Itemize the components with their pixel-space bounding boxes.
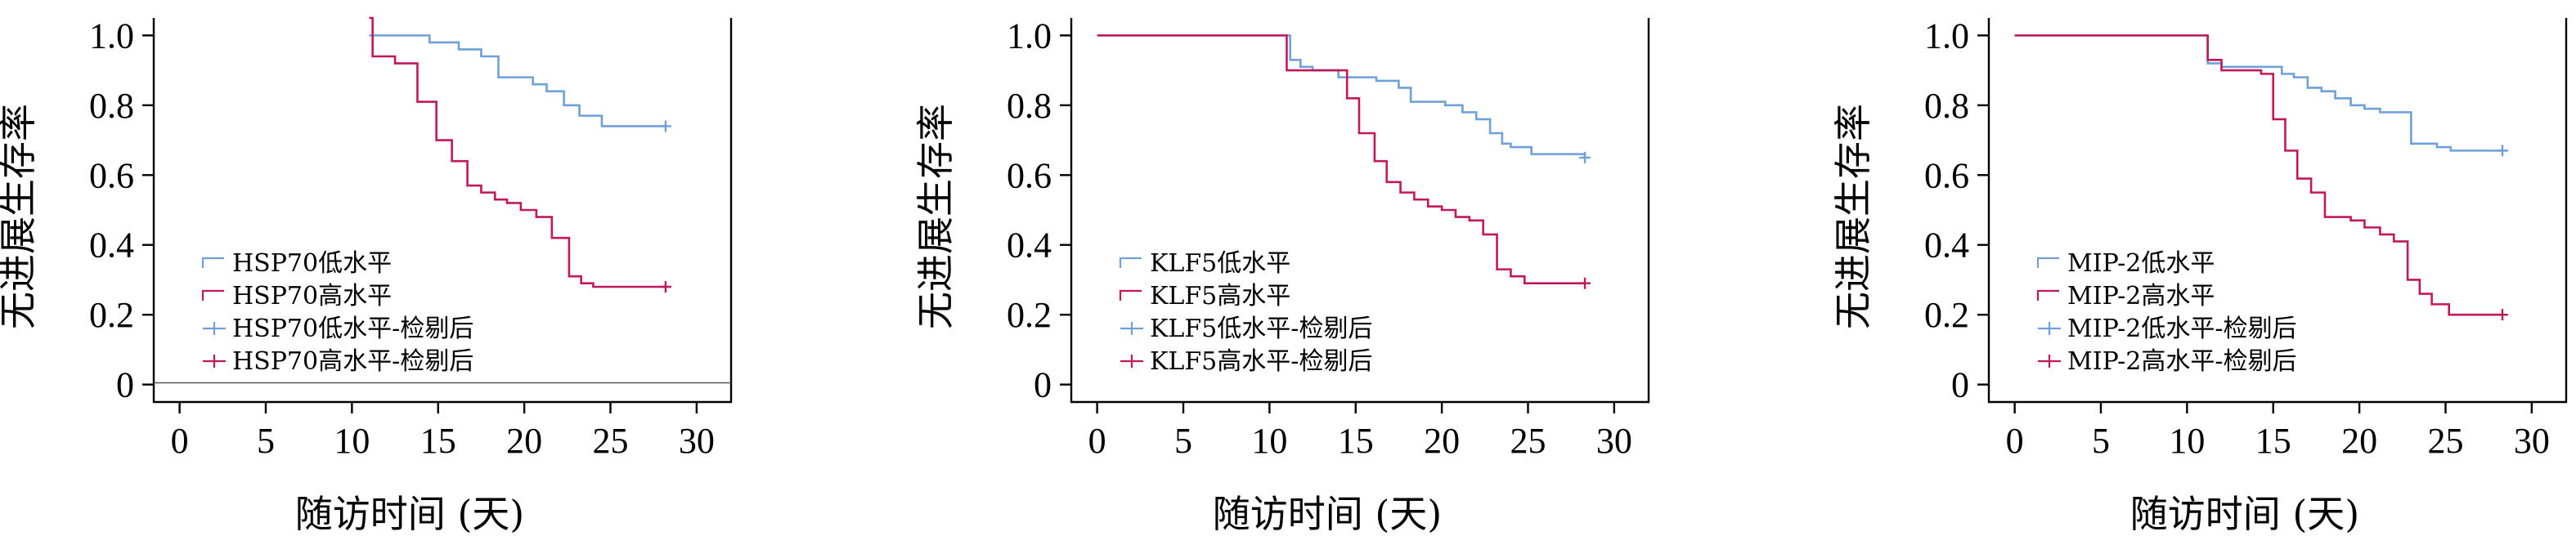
y-tick-label: 1.0 — [1007, 16, 1052, 56]
km-curve-high — [1097, 34, 1586, 285]
censor-mark-low — [2497, 145, 2509, 157]
legend-label: HSP70高水平-检剔后 — [232, 347, 473, 376]
y-tick-label: 0.6 — [1007, 155, 1052, 195]
censor-mark-low — [659, 120, 671, 132]
legend-swatch-high — [1119, 289, 1142, 301]
y-tick-label: 0.8 — [1007, 86, 1052, 126]
axes-frame — [1070, 18, 1650, 404]
x-tick-label: 25 — [2427, 421, 2463, 461]
y-tick-label: 0.2 — [1007, 295, 1052, 335]
legend-label: HSP70低水平 — [232, 249, 392, 278]
x-tick-label: 15 — [1338, 421, 1374, 461]
legend-label: KLF5低水平-检剔后 — [1150, 315, 1372, 343]
y-tick-label: 0.2 — [89, 295, 134, 335]
x-tick-label: 5 — [1174, 421, 1192, 461]
x-tick-label: 10 — [1251, 421, 1287, 461]
axes-frame — [1987, 18, 2568, 404]
x-tick-label: 20 — [2341, 421, 2377, 461]
km-curve-low — [369, 34, 666, 127]
y-tick-label: 0 — [116, 365, 134, 405]
y-tick-label: 0.4 — [1924, 226, 1969, 266]
x-axis-title: 随访时间 (天) — [1213, 492, 1443, 536]
legend-label: KLF5高水平-检剔后 — [1150, 347, 1372, 376]
x-tick-label: 15 — [2255, 421, 2291, 461]
legend-swatch-low — [1119, 257, 1142, 268]
km-curve-high — [369, 16, 666, 288]
legend-label: HSP70低水平-检剔后 — [232, 315, 473, 343]
legend-swatch-high — [201, 289, 224, 301]
y-tick-label: 0.4 — [89, 226, 134, 266]
legend-label: MIP-2高水平-检剔后 — [2067, 347, 2296, 376]
x-tick-label: 20 — [1424, 421, 1460, 461]
legend-label: MIP-2高水平 — [2067, 282, 2215, 310]
x-tick-label: 10 — [2169, 421, 2205, 461]
censor-mark-high — [659, 281, 671, 293]
x-tick-label: 30 — [1596, 421, 1632, 461]
y-tick-label: 0 — [1951, 365, 1969, 405]
km-curve-low — [1097, 34, 1586, 158]
x-tick-label: 30 — [2514, 421, 2550, 461]
y-tick-label: 0.6 — [89, 155, 134, 195]
legend-swatch-censored-low — [1120, 322, 1143, 335]
legend-swatch-censored-low — [203, 322, 226, 335]
y-tick-label: 1.0 — [89, 16, 134, 56]
legend-label: MIP-2低水平 — [2067, 249, 2215, 278]
x-tick-label: 0 — [171, 421, 189, 461]
y-tick-label: 1.0 — [1924, 16, 1969, 56]
censor-mark-low — [1579, 151, 1591, 163]
x-axis-title: 随访时间 (天) — [2130, 492, 2360, 536]
axes-frame — [152, 18, 733, 404]
x-tick-label: 0 — [1088, 421, 1106, 461]
x-tick-label: 0 — [2006, 421, 2024, 461]
chart-panel-2: 0 0.2 0.4 0.6 0.8 1.0 0 5 10 15 20 25 30 随访时间 (天) 无进展生… — [913, 16, 1650, 536]
x-tick-label: 25 — [1510, 421, 1546, 461]
y-tick-label: 0.8 — [89, 86, 134, 126]
y-axis-title: 无进展生存率 — [913, 104, 958, 329]
chart-panel-3: 0 0.2 0.4 0.6 0.8 1.0 0 5 10 15 20 25 30 随访时间 (天) 无进展生… — [1831, 16, 2568, 536]
legend-label: KLF5低水平 — [1150, 249, 1290, 278]
legend-swatch-low — [201, 257, 224, 268]
legend-label: KLF5高水平 — [1150, 282, 1290, 310]
legend-swatch-high — [2036, 289, 2059, 301]
km-curve-low — [2014, 34, 2503, 152]
legend-swatch-censored-high — [2038, 355, 2061, 368]
x-tick-label: 10 — [334, 421, 370, 461]
legend-label: MIP-2低水平-检剔后 — [2067, 315, 2296, 343]
censor-mark-high — [2497, 309, 2509, 321]
legend-swatch-censored-low — [2038, 322, 2061, 335]
x-tick-label: 5 — [257, 421, 275, 461]
chart-panel-1: 0 0.2 0.4 0.6 0.8 1.0 0 5 10 15 20 25 30 随访时间 (天) 无进展生… — [0, 16, 733, 536]
x-tick-label: 25 — [592, 421, 628, 461]
x-axis-title: 随访时间 (天) — [295, 492, 525, 536]
y-tick-label: 0 — [1034, 365, 1052, 405]
km-curve-high — [2014, 34, 2503, 316]
y-tick-label: 0.4 — [1007, 226, 1052, 266]
y-tick-label: 0.6 — [1924, 155, 1969, 195]
y-axis-title: 无进展生存率 — [0, 104, 40, 329]
x-tick-label: 5 — [2092, 421, 2110, 461]
y-tick-label: 0.8 — [1924, 86, 1969, 126]
legend-swatch-low — [2036, 257, 2059, 268]
legend-swatch-censored-high — [203, 355, 226, 368]
x-tick-label: 20 — [506, 421, 542, 461]
legend-swatch-censored-high — [1120, 355, 1143, 368]
x-tick-label: 15 — [420, 421, 456, 461]
y-tick-label: 0.2 — [1924, 295, 1969, 335]
y-axis-title: 无进展生存率 — [1831, 104, 1875, 329]
legend-label: HSP70高水平 — [232, 282, 392, 310]
censor-mark-high — [1579, 277, 1591, 289]
x-tick-label: 30 — [679, 421, 715, 461]
